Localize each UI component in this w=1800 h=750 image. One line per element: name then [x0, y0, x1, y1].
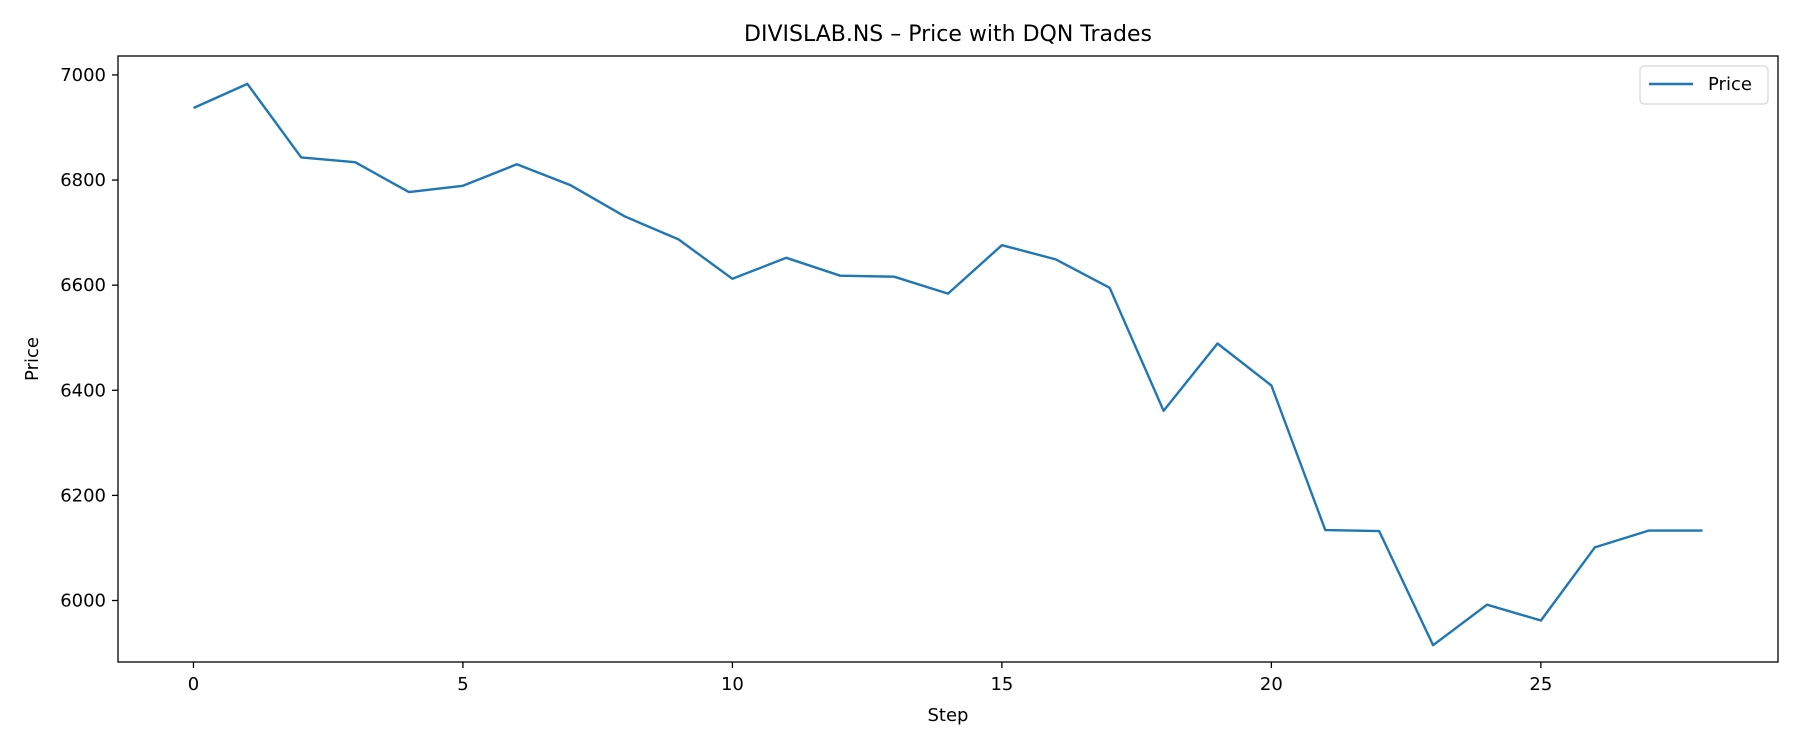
- axes-frame: [117, 55, 1779, 663]
- series-line-price: [193, 82, 1703, 647]
- x-axis-label: Step: [928, 705, 969, 726]
- y-tick-label: 6600: [60, 275, 106, 296]
- chart-title: DIVISLAB.NS – Price with DQN Trades: [744, 22, 1152, 47]
- x-tick-label: 20: [1260, 674, 1283, 695]
- legend-label-price: Price: [1708, 74, 1752, 95]
- x-tick-label: 25: [1529, 674, 1552, 695]
- x-tick-label: 5: [457, 674, 468, 695]
- x-tick-label: 15: [990, 674, 1013, 695]
- y-tick-label: 6800: [60, 170, 106, 191]
- y-tick-label: 6200: [60, 485, 106, 506]
- y-tick-label: 6400: [60, 380, 106, 401]
- y-tick-label: 6000: [60, 591, 106, 612]
- legend-box: [1639, 65, 1769, 105]
- y-axis-label: Price: [22, 337, 43, 381]
- x-tick-label: 0: [188, 674, 199, 695]
- plot-area: 0 5 10 15 20 25 6000 6200 6400 6600 6800 7000: [60, 55, 1779, 695]
- x-tick-label: 10: [721, 674, 744, 695]
- legend: Price: [1639, 65, 1769, 105]
- y-tick-label: 7000: [60, 65, 106, 86]
